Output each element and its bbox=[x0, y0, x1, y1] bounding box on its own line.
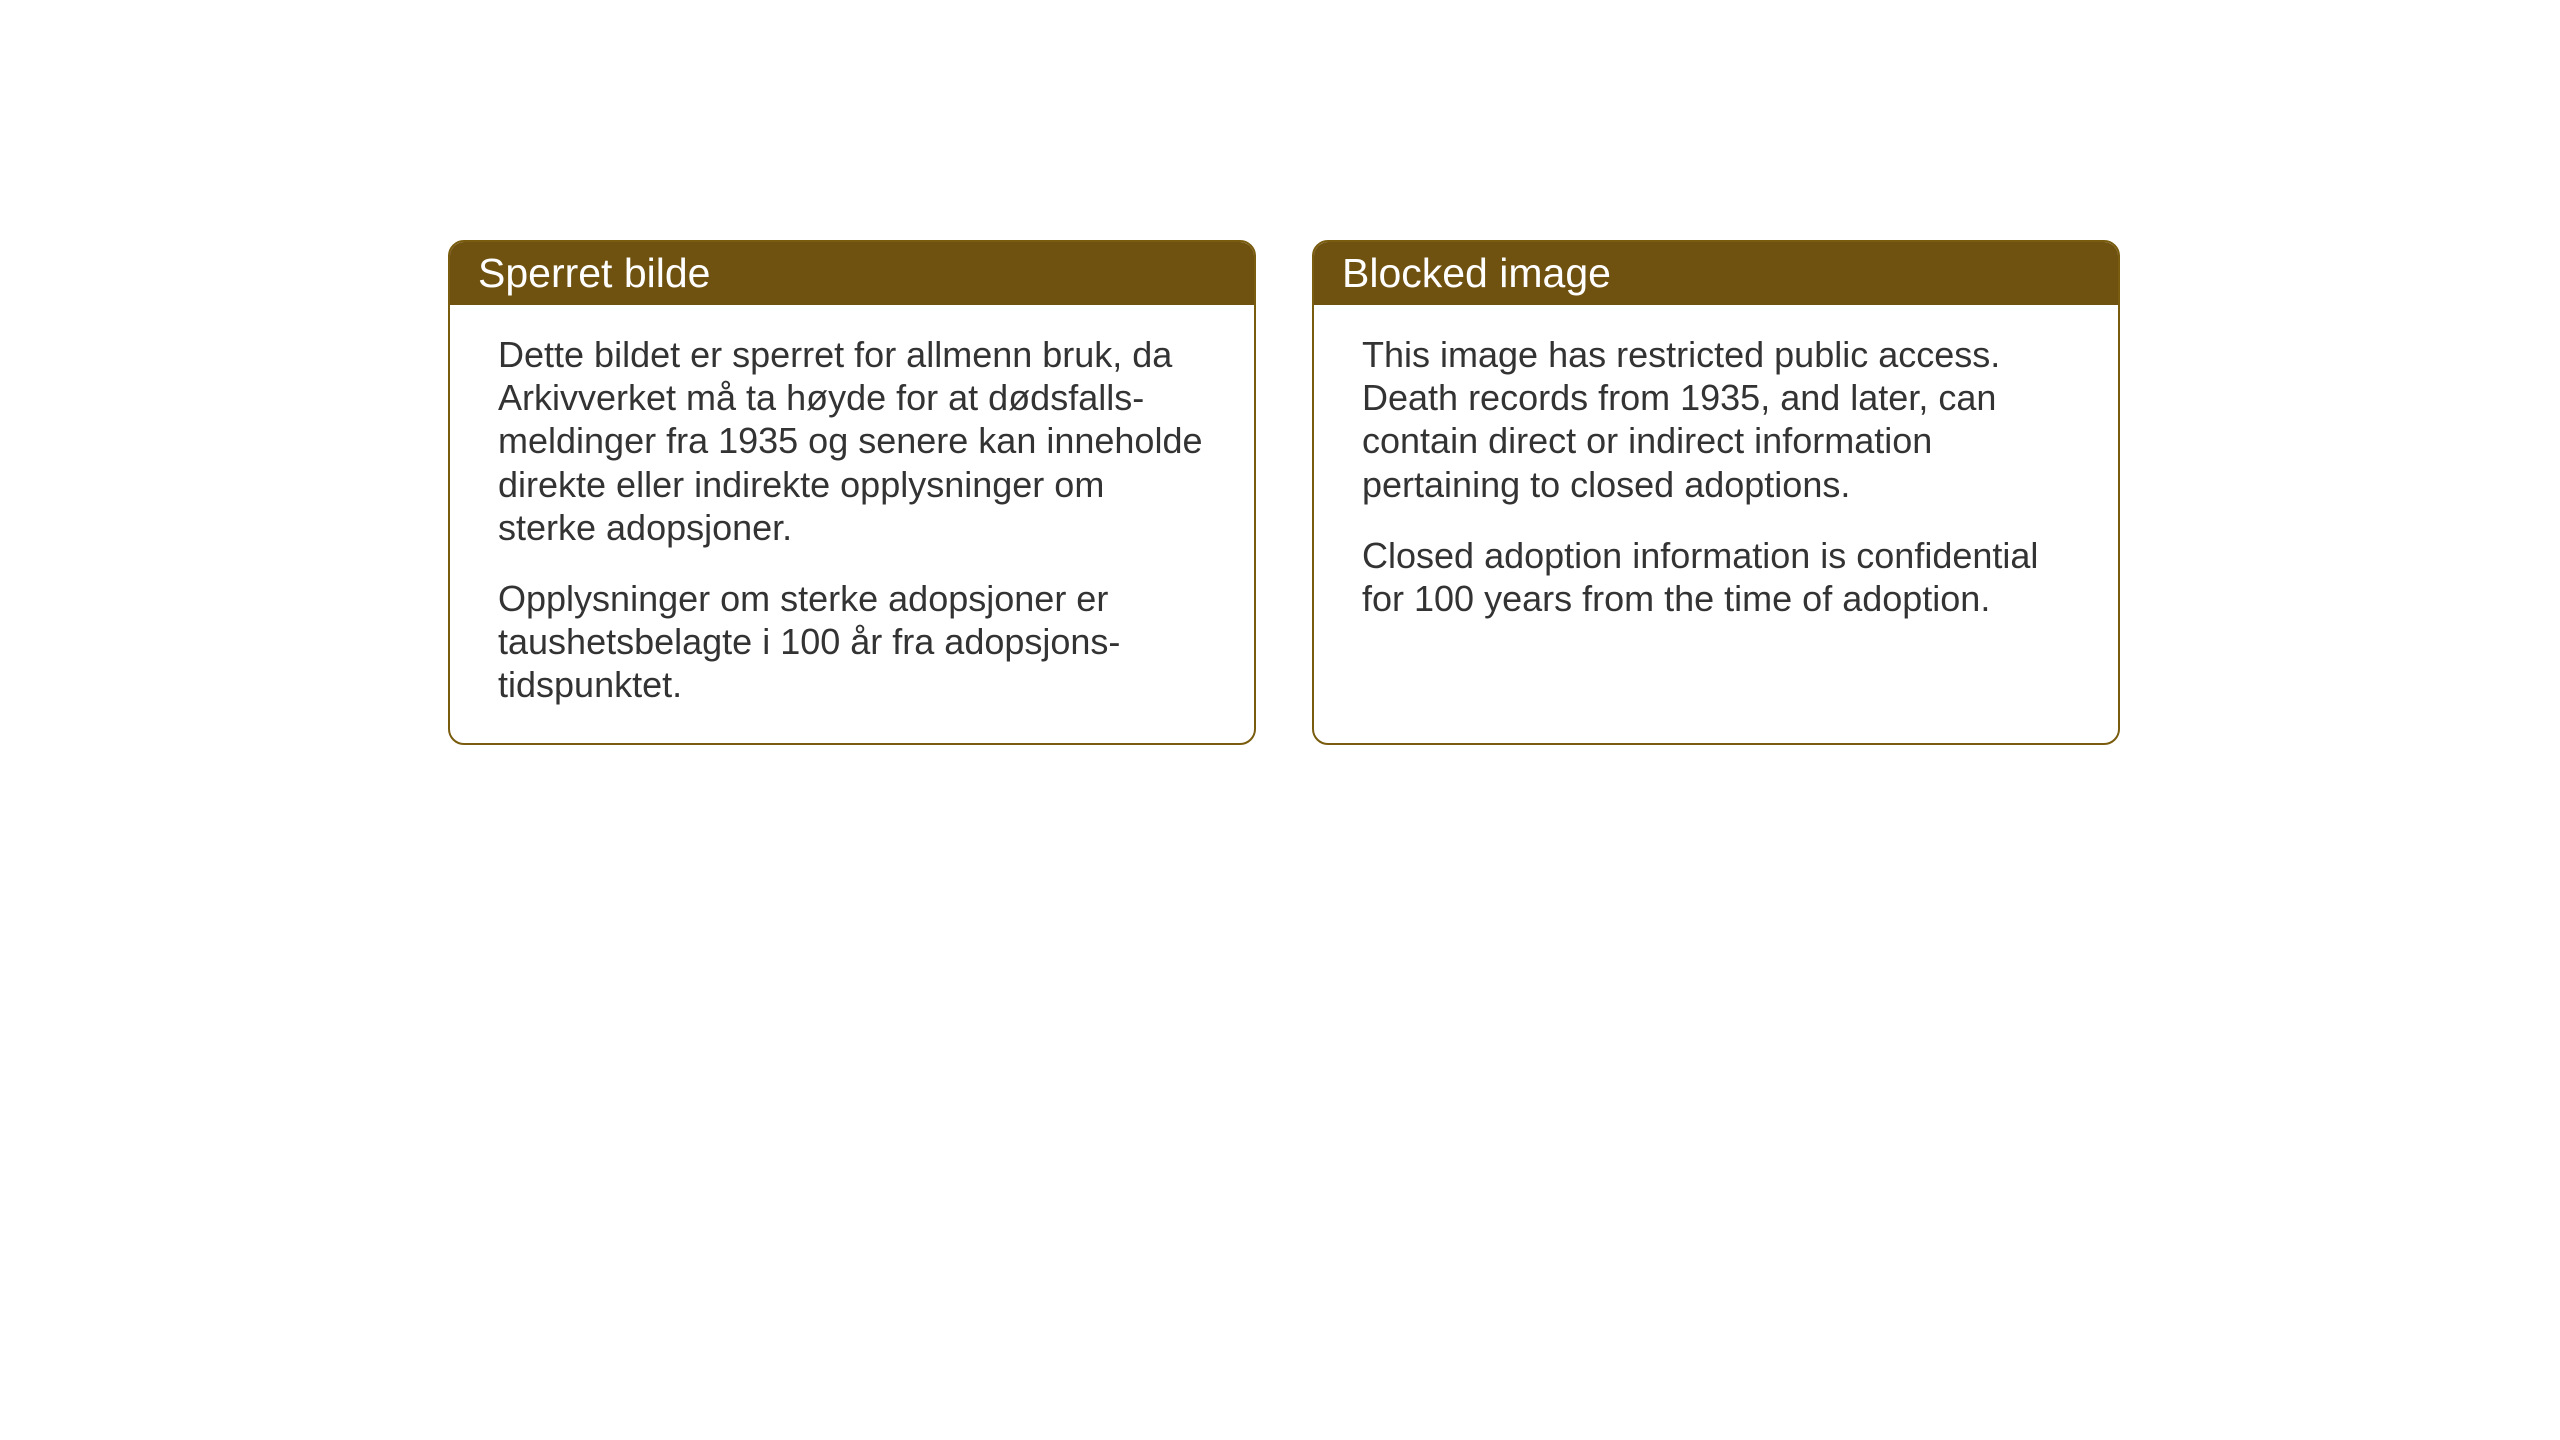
card-title-english: Blocked image bbox=[1342, 250, 1611, 296]
card-paragraph-2-norwegian: Opplysninger om sterke adopsjoner er tau… bbox=[498, 577, 1206, 707]
card-paragraph-1-norwegian: Dette bildet er sperret for allmenn bruk… bbox=[498, 333, 1206, 549]
card-paragraph-2-english: Closed adoption information is confident… bbox=[1362, 534, 2070, 620]
card-body-norwegian: Dette bildet er sperret for allmenn bruk… bbox=[450, 305, 1254, 743]
notice-card-norwegian: Sperret bilde Dette bildet er sperret fo… bbox=[448, 240, 1256, 745]
card-header-english: Blocked image bbox=[1314, 242, 2118, 305]
notice-cards-container: Sperret bilde Dette bildet er sperret fo… bbox=[448, 240, 2120, 745]
card-title-norwegian: Sperret bilde bbox=[478, 250, 710, 296]
notice-card-english: Blocked image This image has restricted … bbox=[1312, 240, 2120, 745]
card-paragraph-1-english: This image has restricted public access.… bbox=[1362, 333, 2070, 506]
card-body-english: This image has restricted public access.… bbox=[1314, 305, 2118, 656]
card-header-norwegian: Sperret bilde bbox=[450, 242, 1254, 305]
